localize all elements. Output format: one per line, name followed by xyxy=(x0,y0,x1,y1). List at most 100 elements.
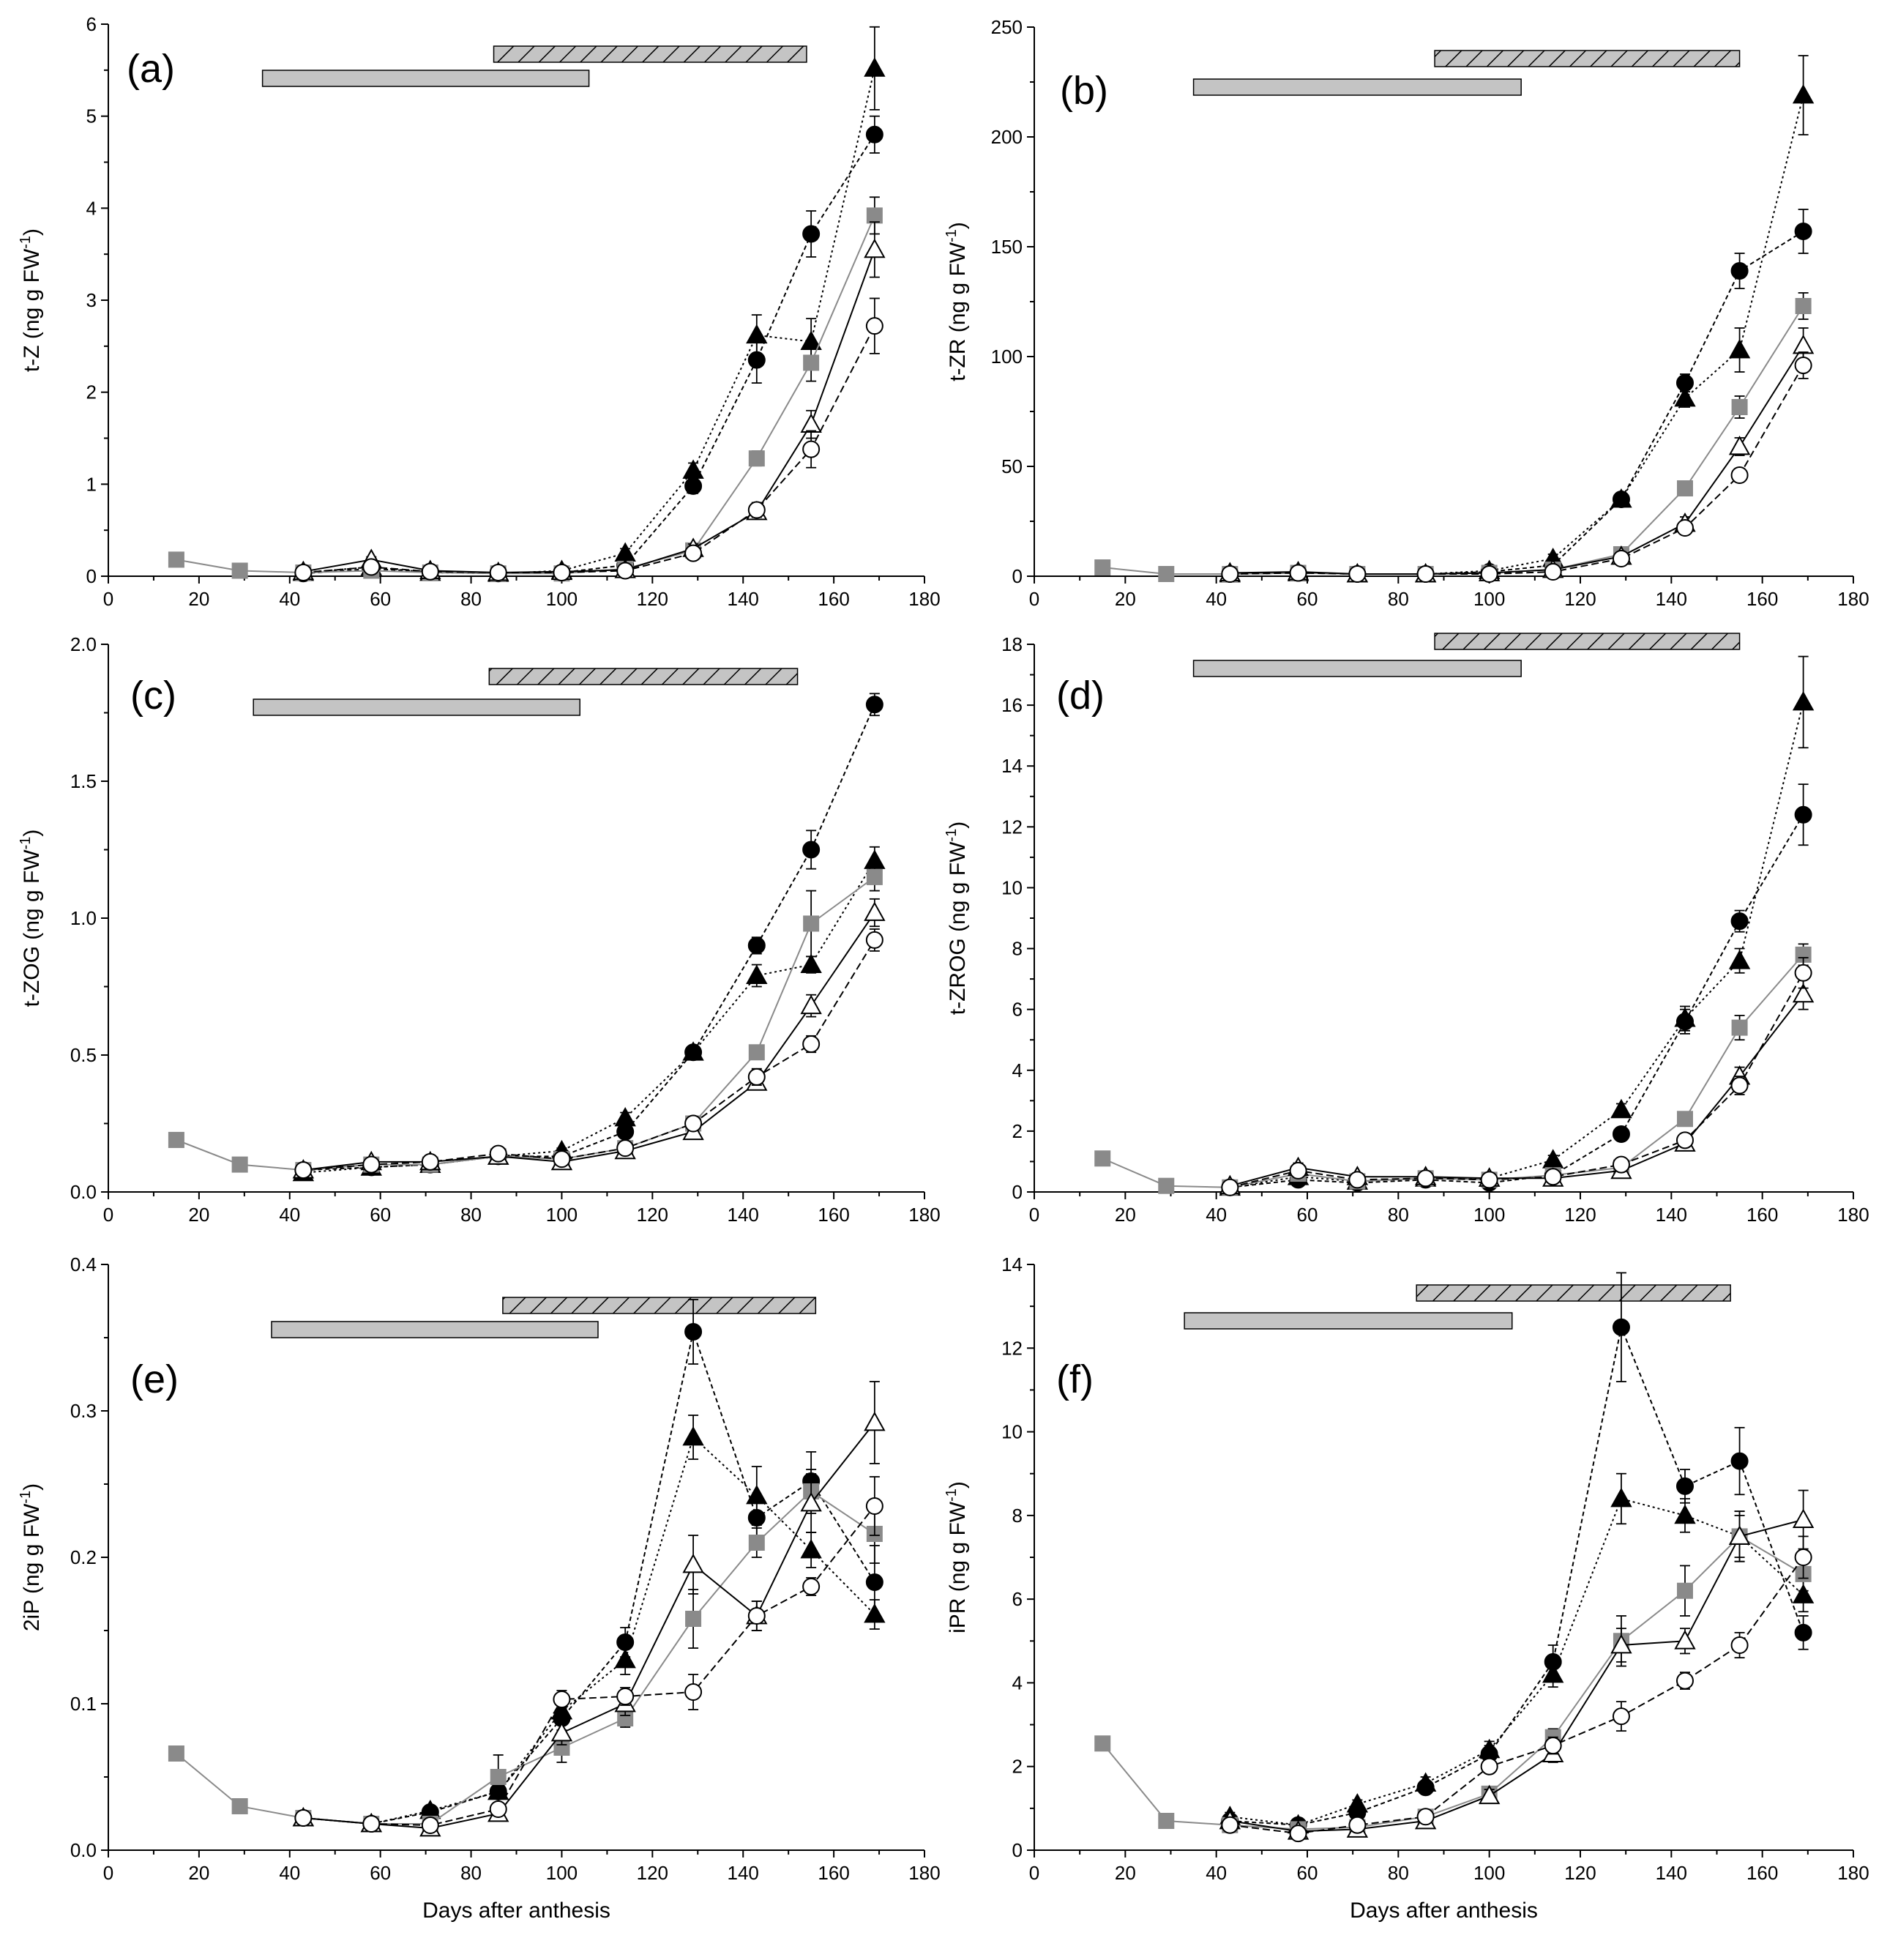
y-axis-title-sup: -1 xyxy=(18,837,34,850)
data-point xyxy=(1610,488,1632,508)
data-point xyxy=(489,1800,507,1818)
stage-bar-solid xyxy=(253,698,580,716)
series-open_triangle xyxy=(1219,327,1815,583)
x-tick-label: 180 xyxy=(908,588,940,610)
series-line xyxy=(303,1436,875,1825)
series-open_triangle xyxy=(1219,978,1815,1195)
data-point xyxy=(746,1484,768,1505)
y-tick-label: 14 xyxy=(1001,755,1023,777)
data-point xyxy=(802,440,821,458)
y-axis-title: t-ZOG (ng g FW-1) xyxy=(18,830,44,1007)
data-point xyxy=(1676,1111,1693,1128)
y-tick-label: 0.1 xyxy=(70,1693,97,1715)
series-grey_square xyxy=(168,1469,883,1832)
y-tick-label: 1 xyxy=(86,473,97,495)
data-point xyxy=(802,1578,821,1595)
x-tick-label: 40 xyxy=(279,1204,300,1226)
series-line xyxy=(303,325,875,573)
y-axis-title-main: t-ZOG (ng g FW xyxy=(20,849,44,1007)
stage-bar-hatched xyxy=(1416,1284,1731,1302)
data-point xyxy=(294,563,313,581)
x-tick-label: 180 xyxy=(908,1204,940,1226)
data-point xyxy=(1221,565,1239,583)
series-filled_triangle xyxy=(292,846,886,1182)
series-line xyxy=(1230,1324,1804,1826)
x-tick-label: 180 xyxy=(908,1862,940,1884)
data-point xyxy=(1158,1177,1175,1194)
series-line xyxy=(1230,814,1804,1188)
y-tick-label: 6 xyxy=(1012,999,1023,1021)
x-tick-label: 140 xyxy=(728,1204,759,1226)
data-point xyxy=(1610,1487,1632,1508)
data-point xyxy=(1289,1161,1307,1180)
x-tick-label: 20 xyxy=(188,588,209,610)
series-line xyxy=(1230,1519,1804,1833)
x-tick-label: 0 xyxy=(1029,1204,1039,1226)
series-open_circle xyxy=(1221,351,1812,583)
x-tick-label: 140 xyxy=(1656,588,1687,610)
series-line xyxy=(1230,972,1804,1188)
data-point xyxy=(1675,519,1694,537)
data-point xyxy=(1728,338,1751,359)
series-line xyxy=(303,860,875,1174)
series-open_circle xyxy=(294,297,883,581)
data-point xyxy=(684,544,703,562)
data-point xyxy=(1612,1125,1630,1144)
x-tick-label: 180 xyxy=(1837,1204,1869,1226)
x-tick-label: 140 xyxy=(728,1862,759,1884)
data-point xyxy=(1730,1452,1749,1470)
data-point xyxy=(864,57,886,77)
data-point xyxy=(1794,805,1812,824)
y-tick-label: 8 xyxy=(1012,1505,1023,1527)
data-point xyxy=(1542,1663,1564,1683)
data-point xyxy=(682,459,704,479)
x-tick-label: 100 xyxy=(1473,588,1505,610)
data-point xyxy=(800,953,822,973)
series-line xyxy=(303,1422,875,1830)
y-tick-label: 0 xyxy=(86,565,97,587)
x-tick-label: 60 xyxy=(370,1204,391,1226)
x-tick-label: 160 xyxy=(1746,588,1778,610)
data-point xyxy=(616,1139,635,1158)
data-point xyxy=(1221,1816,1239,1834)
panel-label: (d) xyxy=(1056,674,1105,718)
series-line xyxy=(1102,305,1804,575)
x-tick-label: 160 xyxy=(818,588,849,610)
y-axis-title: iPR (ng g FW-1) xyxy=(944,1481,970,1633)
x-tick-label: 180 xyxy=(1837,1862,1869,1884)
data-point xyxy=(231,1156,248,1173)
data-point xyxy=(1675,1672,1694,1690)
y-tick-label: 50 xyxy=(1001,455,1023,477)
x-tick-label: 40 xyxy=(1206,1862,1227,1884)
y-tick-label: 1.5 xyxy=(70,770,97,792)
stage-bar-hatched xyxy=(1434,633,1741,650)
data-point xyxy=(682,1426,704,1446)
panel-a: 0 20 40 60 80 100 120 140 160 180 0 1 2 3 4 5 6 t-Z (ng g… xyxy=(18,13,941,610)
stage-bar-hatched xyxy=(488,668,799,685)
y-axis-title-sup: -1 xyxy=(944,1488,960,1502)
data-point xyxy=(865,931,883,949)
series-grey_square xyxy=(168,196,883,582)
stage-bar-solid xyxy=(261,70,590,87)
data-point xyxy=(865,317,883,335)
data-point xyxy=(748,450,765,467)
data-point xyxy=(1416,1808,1435,1826)
y-axis-title-sup: -1 xyxy=(18,1491,34,1504)
x-tick-label: 40 xyxy=(279,588,300,610)
series-line xyxy=(303,68,875,575)
data-point xyxy=(866,207,883,224)
data-point xyxy=(616,1688,635,1705)
x-tick-label: 20 xyxy=(1115,1862,1136,1884)
y-tick-label: 10 xyxy=(1001,1421,1023,1443)
data-point xyxy=(1612,550,1630,567)
y-axis-title: 2iP (ng g FW-1) xyxy=(18,1483,44,1631)
data-point xyxy=(1794,223,1812,240)
data-point xyxy=(1792,334,1815,354)
x-tick-label: 20 xyxy=(1115,588,1136,610)
stage-bar-solid xyxy=(1192,660,1522,677)
series-filled_circle xyxy=(1221,783,1812,1196)
stage-bar-hatched xyxy=(493,45,807,63)
y-tick-label: 6 xyxy=(1012,1588,1023,1610)
data-point xyxy=(1478,1784,1501,1805)
x-tick-label: 120 xyxy=(637,588,668,610)
